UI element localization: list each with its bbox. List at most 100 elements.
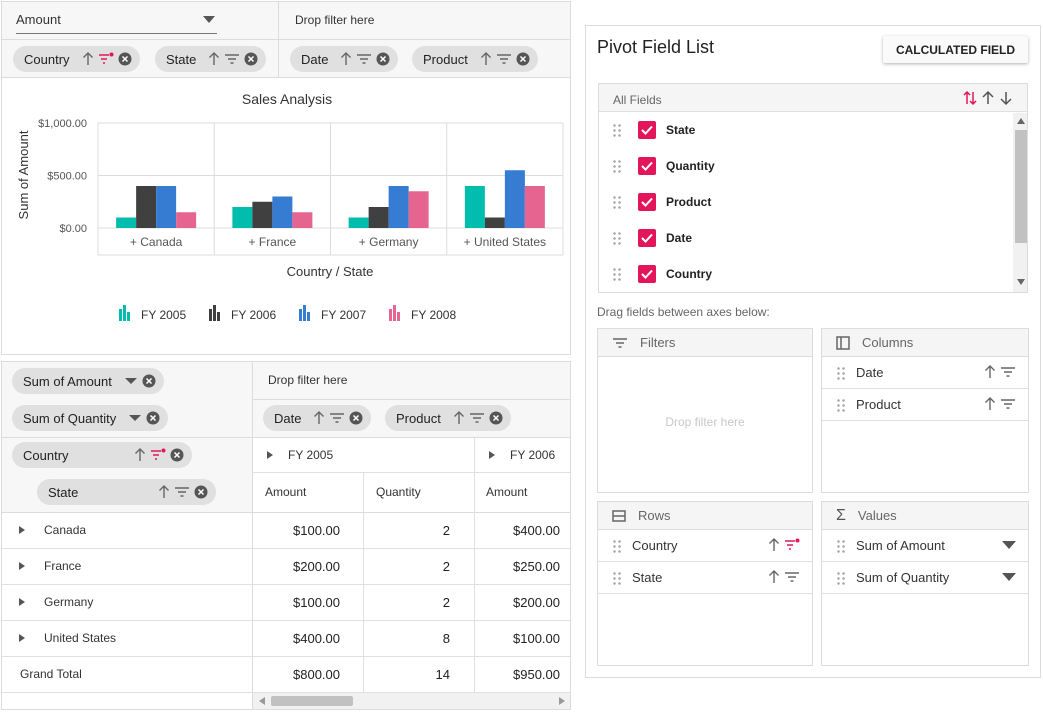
chart-bar[interactable] xyxy=(524,186,545,228)
remove-icon[interactable] xyxy=(376,52,390,66)
scroll-down-icon[interactable] xyxy=(1017,279,1025,285)
column-header-fy2005[interactable]: FY 2005 xyxy=(266,437,333,472)
row-header[interactable]: United States xyxy=(18,620,116,656)
sort-ascending-icon[interactable] xyxy=(340,52,352,66)
value-cell[interactable]: $400.00 xyxy=(513,522,560,538)
grand-total-cell[interactable]: $800.00 xyxy=(293,666,340,682)
value-cell[interactable]: $100.00 xyxy=(513,630,560,646)
sort-ascending-icon[interactable] xyxy=(158,485,170,499)
chart-bar[interactable] xyxy=(136,186,157,228)
chart-legend-item[interactable]: FY 2007 xyxy=(299,305,366,322)
chart-bar[interactable] xyxy=(272,196,293,229)
drag-handle-icon[interactable] xyxy=(612,267,622,281)
filter-icon[interactable] xyxy=(1000,397,1016,411)
chart-bar[interactable] xyxy=(116,217,137,229)
drag-handle-icon[interactable] xyxy=(612,195,622,209)
drag-handle-icon[interactable] xyxy=(612,538,622,553)
checkbox-checked[interactable] xyxy=(638,229,656,247)
columns-axis-item-date[interactable]: Date xyxy=(822,357,1028,389)
columns-axis[interactable]: Columns Date Product xyxy=(821,328,1029,493)
chart-bar[interactable] xyxy=(484,217,505,229)
chart-bar[interactable] xyxy=(408,191,429,228)
chart-bar[interactable] xyxy=(464,186,485,228)
checkbox-checked[interactable] xyxy=(638,157,656,175)
expand-icon[interactable] xyxy=(18,561,26,571)
calculated-field-button[interactable]: CALCULATED FIELD xyxy=(883,36,1028,63)
value-cell[interactable]: $200.00 xyxy=(513,594,560,610)
dropdown-arrow-icon[interactable] xyxy=(1002,541,1016,550)
grid-pill-product[interactable]: Product xyxy=(385,405,511,431)
sort-ascending-icon[interactable] xyxy=(82,52,94,66)
chart-bar[interactable] xyxy=(252,201,273,228)
field-item-state[interactable]: State xyxy=(612,112,695,148)
remove-icon[interactable] xyxy=(142,374,156,388)
value-cell[interactable]: 8 xyxy=(442,630,450,646)
drag-handle-icon[interactable] xyxy=(836,397,846,412)
chart-bar[interactable] xyxy=(368,207,389,228)
sort-ascending-icon[interactable] xyxy=(768,570,780,584)
column-header-fy2006[interactable]: FY 2006 xyxy=(488,437,555,472)
value-cell[interactable]: $250.00 xyxy=(513,558,560,574)
grid-pill-country[interactable]: Country xyxy=(12,442,192,468)
remove-icon[interactable] xyxy=(244,52,258,66)
chart-category-label[interactable]: + France xyxy=(249,235,297,249)
filter-active-icon[interactable] xyxy=(150,448,166,462)
drag-handle-icon[interactable] xyxy=(836,365,846,380)
sort-ascending-icon[interactable] xyxy=(981,90,995,106)
remove-icon[interactable] xyxy=(170,448,184,462)
remove-icon[interactable] xyxy=(146,411,160,425)
expand-icon[interactable] xyxy=(18,597,26,607)
subheader-quantity[interactable]: Quantity xyxy=(376,485,421,499)
checkbox-checked[interactable] xyxy=(638,121,656,139)
drag-handle-icon[interactable] xyxy=(612,159,622,173)
rows-axis-item-country[interactable]: Country xyxy=(598,530,812,562)
dropdown-arrow-icon[interactable] xyxy=(1002,573,1016,582)
chart-legend-item[interactable]: FY 2008 xyxy=(389,305,456,322)
chart-bar[interactable] xyxy=(176,212,197,228)
filter-icon[interactable] xyxy=(224,52,240,66)
drag-handle-icon[interactable] xyxy=(836,570,846,585)
checkbox-checked[interactable] xyxy=(638,265,656,283)
sort-ascending-icon[interactable] xyxy=(313,411,325,425)
expand-icon[interactable] xyxy=(18,633,26,643)
grid-pill-date[interactable]: Date xyxy=(263,405,372,431)
grid-pill-state[interactable]: State xyxy=(37,479,216,505)
filter-icon[interactable] xyxy=(329,411,345,425)
chart-category-label[interactable]: + Germany xyxy=(359,235,419,249)
chart-bar[interactable] xyxy=(388,186,409,228)
drag-handle-icon[interactable] xyxy=(612,231,622,245)
checkbox-checked[interactable] xyxy=(638,193,656,211)
chart-bar[interactable] xyxy=(348,217,369,229)
filter-icon[interactable] xyxy=(496,52,512,66)
expand-icon[interactable] xyxy=(18,525,26,535)
dropdown-arrow-icon[interactable] xyxy=(128,413,142,423)
scroll-right-icon[interactable] xyxy=(559,697,565,705)
subheader-amount[interactable]: Amount xyxy=(265,485,307,499)
pill-state[interactable]: State xyxy=(155,46,267,72)
horizontal-scrollbar[interactable] xyxy=(253,693,570,709)
rows-axis-item-state[interactable]: State xyxy=(598,562,812,594)
value-cell[interactable]: $100.00 xyxy=(293,522,340,538)
chart-bar[interactable] xyxy=(504,170,525,228)
row-header[interactable]: Canada xyxy=(18,512,86,548)
filter-icon[interactable] xyxy=(469,411,485,425)
dropdown-arrow-icon[interactable] xyxy=(124,376,138,386)
field-scrollbar[interactable] xyxy=(1013,113,1027,292)
values-axis[interactable]: Σ Values Sum of Amount Sum of Quantity xyxy=(821,501,1029,666)
filter-active-icon[interactable] xyxy=(98,52,114,66)
sort-descending-icon[interactable] xyxy=(999,90,1013,106)
chart-bar[interactable] xyxy=(292,212,313,228)
sort-ascending-icon[interactable] xyxy=(984,365,996,379)
sort-ascending-icon[interactable] xyxy=(480,52,492,66)
chart-bar[interactable] xyxy=(232,207,253,228)
chart-category-label[interactable]: + United States xyxy=(464,235,546,249)
grand-total-cell[interactable]: $950.00 xyxy=(513,666,560,682)
drag-handle-icon[interactable] xyxy=(612,570,622,585)
values-axis-item-sum-of-quantity[interactable]: Sum of Quantity xyxy=(822,562,1028,594)
value-cell[interactable]: 2 xyxy=(442,522,450,538)
value-cell[interactable]: 2 xyxy=(442,594,450,610)
sort-ascending-icon[interactable] xyxy=(453,411,465,425)
filter-icon[interactable] xyxy=(784,570,800,584)
sort-ascending-icon[interactable] xyxy=(984,397,996,411)
subheader-amount-2[interactable]: Amount xyxy=(486,485,528,499)
